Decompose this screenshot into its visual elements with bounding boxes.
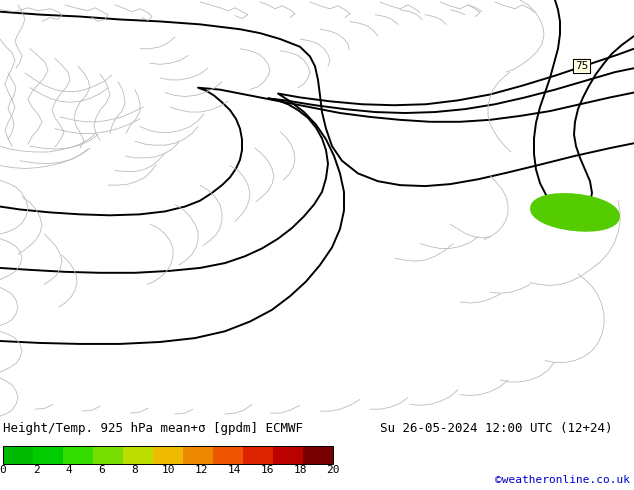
Text: 0: 0 xyxy=(0,465,6,475)
Text: ©weatheronline.co.uk: ©weatheronline.co.uk xyxy=(495,475,630,485)
Text: 75: 75 xyxy=(575,61,588,71)
Text: Height/Temp. 925 hPa mean+σ [gpdm] ECMWF: Height/Temp. 925 hPa mean+σ [gpdm] ECMWF xyxy=(3,422,303,435)
Text: 8: 8 xyxy=(132,465,138,475)
Bar xyxy=(213,446,243,464)
Bar xyxy=(3,446,33,464)
Bar xyxy=(33,446,63,464)
Ellipse shape xyxy=(531,193,619,232)
Text: 18: 18 xyxy=(294,465,307,475)
Text: Su 26-05-2024 12:00 UTC (12+24): Su 26-05-2024 12:00 UTC (12+24) xyxy=(380,422,612,435)
Text: 10: 10 xyxy=(161,465,175,475)
Bar xyxy=(123,446,153,464)
Bar xyxy=(273,446,303,464)
Text: 4: 4 xyxy=(66,465,72,475)
Text: 2: 2 xyxy=(32,465,39,475)
Bar xyxy=(93,446,123,464)
Text: 20: 20 xyxy=(327,465,340,475)
Text: 16: 16 xyxy=(260,465,274,475)
Bar xyxy=(303,446,333,464)
Bar xyxy=(183,446,213,464)
Text: 12: 12 xyxy=(194,465,208,475)
Bar xyxy=(63,446,93,464)
Text: 6: 6 xyxy=(99,465,105,475)
Bar xyxy=(153,446,183,464)
Text: 14: 14 xyxy=(227,465,241,475)
Ellipse shape xyxy=(530,194,620,231)
Bar xyxy=(3,446,333,464)
Bar xyxy=(243,446,273,464)
Text: 75: 75 xyxy=(575,61,588,71)
